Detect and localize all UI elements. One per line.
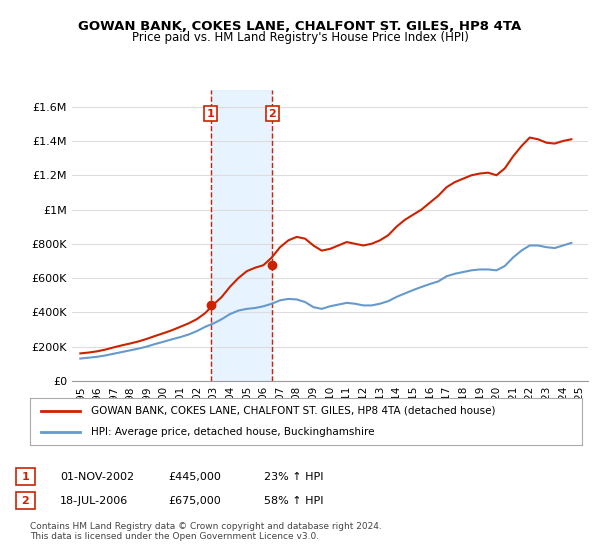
Text: Price paid vs. HM Land Registry's House Price Index (HPI): Price paid vs. HM Land Registry's House … [131,31,469,44]
Text: £675,000: £675,000 [168,496,221,506]
Text: 2: 2 [22,496,29,506]
Text: 1: 1 [22,472,29,482]
Text: £445,000: £445,000 [168,472,221,482]
Text: 23% ↑ HPI: 23% ↑ HPI [264,472,323,482]
Text: GOWAN BANK, COKES LANE, CHALFONT ST. GILES, HP8 4TA (detached house): GOWAN BANK, COKES LANE, CHALFONT ST. GIL… [91,406,495,416]
Text: 1: 1 [207,109,215,119]
Text: 18-JUL-2006: 18-JUL-2006 [60,496,128,506]
Text: HPI: Average price, detached house, Buckinghamshire: HPI: Average price, detached house, Buck… [91,427,374,437]
Text: 01-NOV-2002: 01-NOV-2002 [60,472,134,482]
Bar [211,90,272,381]
Text: 2: 2 [269,109,276,119]
Text: 58% ↑ HPI: 58% ↑ HPI [264,496,323,506]
Text: Contains HM Land Registry data © Crown copyright and database right 2024.
This d: Contains HM Land Registry data © Crown c… [30,522,382,542]
Text: GOWAN BANK, COKES LANE, CHALFONT ST. GILES, HP8 4TA: GOWAN BANK, COKES LANE, CHALFONT ST. GIL… [79,20,521,32]
